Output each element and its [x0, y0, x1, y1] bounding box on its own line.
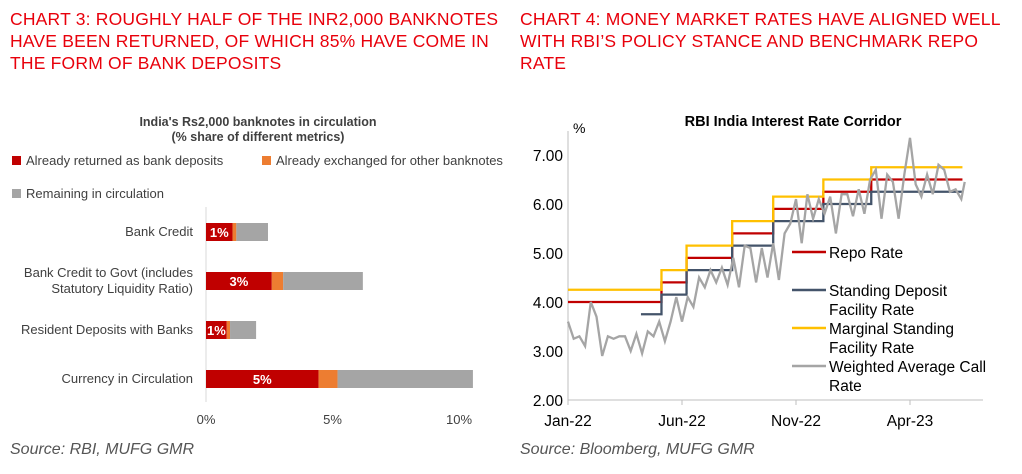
- bar-segment: [318, 370, 338, 388]
- chart4-heading: CHART 4: MONEY MARKET RATES HAVE ALIGNED…: [520, 8, 1001, 74]
- series-line: [566, 137, 966, 358]
- bar-segment: [337, 370, 473, 388]
- category-label: Resident Deposits with Banks: [21, 322, 193, 337]
- x-tick-label: Jan-22: [544, 413, 591, 430]
- y-axis-label: %: [573, 120, 585, 136]
- bar-segment: [271, 272, 284, 290]
- legend-label: Facility Rate: [829, 302, 914, 319]
- category-label: Currency in Circulation: [62, 371, 194, 386]
- category-label: Bank Credit: [125, 224, 193, 239]
- heading-line: RATE: [520, 53, 567, 73]
- bar-segment: [230, 321, 257, 339]
- bar-segment: [232, 223, 237, 241]
- legend-swatch: [12, 156, 21, 165]
- bar-segment: [206, 370, 319, 388]
- bar-segment: [226, 321, 231, 339]
- legend-label: Repo Rate: [829, 245, 903, 262]
- chart-title: India's Rs2,000 banknotes in circulation: [139, 115, 376, 129]
- y-tick-label: 4.00: [533, 295, 564, 312]
- legend-label: Standing Deposit: [829, 283, 948, 300]
- x-tick-label: 10%: [446, 412, 472, 427]
- bar-segment: [236, 223, 268, 241]
- chart3-heading: CHART 3: ROUGHLY HALF OF THE INR2,000 BA…: [10, 8, 498, 74]
- x-tick-label: 5%: [323, 412, 342, 427]
- x-tick-label: Jun-22: [658, 413, 705, 430]
- y-tick-label: 6.00: [533, 197, 564, 214]
- y-tick-label: 7.00: [533, 148, 564, 165]
- bar-segment: [206, 321, 227, 339]
- legend-label: Rate: [829, 378, 862, 395]
- bar-data-label: 1%: [207, 323, 226, 338]
- heading-line: THE FORM OF BANK DEPOSITS: [10, 53, 282, 73]
- category-label: Statutory Liquidity Ratio): [51, 281, 193, 296]
- bar-segment: [206, 272, 272, 290]
- chart4-source: Source: Bloomberg, MUFG GMR: [520, 441, 755, 458]
- legend-label: Marginal Standing: [829, 321, 954, 338]
- legend-label: Weighted Average Call: [829, 359, 986, 376]
- legend-label: Facility Rate: [829, 340, 914, 357]
- category-label: Bank Credit to Govt (includes: [24, 265, 194, 280]
- chart-title: RBI India Interest Rate Corridor: [685, 114, 902, 130]
- chart3-source: Source: RBI, MUFG GMR: [10, 441, 195, 458]
- heading-line: HAVE BEEN RETURNED, OF WHICH 85% HAVE CO…: [10, 31, 489, 51]
- series-line: [568, 166, 963, 291]
- legend-label: Remaining in circulation: [26, 186, 164, 201]
- x-tick-label: 0%: [197, 412, 216, 427]
- heading-line: CHART 4: MONEY MARKET RATES HAVE ALIGNED…: [520, 9, 1001, 29]
- bar-data-label: 5%: [253, 372, 272, 387]
- series-line: [568, 178, 963, 304]
- y-tick-label: 2.00: [533, 393, 564, 410]
- y-tick-label: 3.00: [533, 344, 564, 361]
- x-tick-label: Nov-22: [771, 413, 821, 430]
- chart-subtitle: (% share of different metrics): [172, 130, 345, 144]
- heading-line: WITH RBI’S POLICY STANCE AND BENCHMARK R…: [520, 31, 979, 51]
- legend-swatch: [262, 156, 271, 165]
- y-tick-label: 5.00: [533, 246, 564, 263]
- x-tick-label: Apr-23: [887, 413, 934, 430]
- bar-data-label: 1%: [210, 225, 229, 240]
- bar-segment: [283, 272, 363, 290]
- heading-line: CHART 3: ROUGHLY HALF OF THE INR2,000 BA…: [10, 9, 499, 29]
- bar-segment: [206, 223, 233, 241]
- legend-label: Already returned as bank deposits: [26, 153, 224, 168]
- legend-label: Already exchanged for other banknotes: [276, 153, 503, 168]
- bar-data-label: 3%: [229, 274, 248, 289]
- legend-swatch: [12, 189, 21, 198]
